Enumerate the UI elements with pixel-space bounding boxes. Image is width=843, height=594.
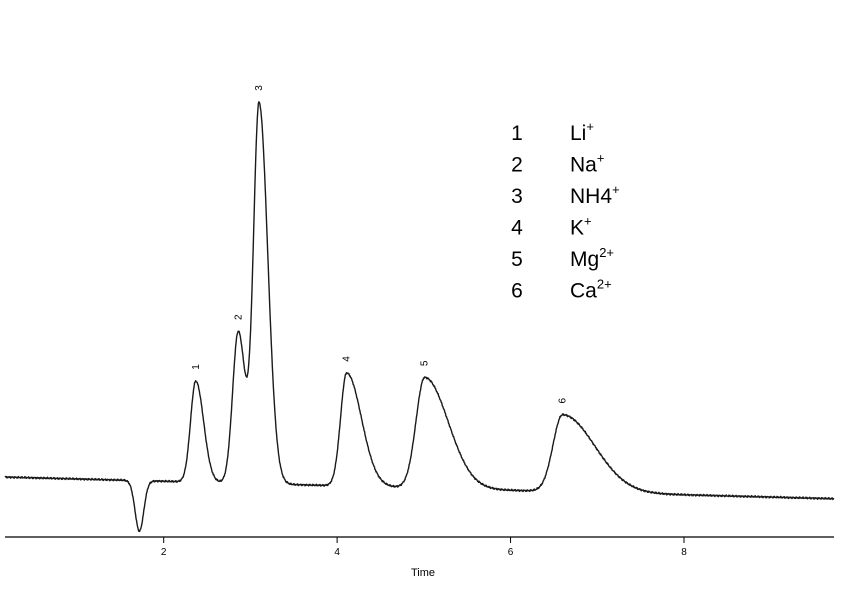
legend-ion: Li+ (570, 119, 594, 145)
legend-ion-symbol: K (570, 217, 584, 240)
x-tick-label: 4 (334, 547, 340, 558)
legend-number: 4 (511, 217, 523, 240)
legend-number: 6 (511, 280, 523, 303)
legend-ion-symbol: Ca (570, 280, 597, 303)
x-tick-label: 8 (681, 547, 687, 558)
x-tick-label: 6 (508, 547, 514, 558)
peak-label: 4 (342, 356, 353, 362)
x-axis-title: Time (411, 567, 435, 579)
legend-ion-symbol: Mg (570, 248, 599, 271)
plot-area (4, 101, 835, 533)
chromatogram-trace (4, 101, 835, 533)
legend-number: 1 (511, 122, 523, 145)
legend-ion-symbol: NH4 (570, 185, 612, 208)
x-axis-ticks: 2 4 6 8 (161, 537, 687, 558)
x-tick-label: 2 (161, 547, 167, 558)
legend-ion-charge: + (586, 119, 594, 134)
peak-labels: 1 2 3 4 5 6 (191, 85, 569, 404)
peak-label: 5 (420, 360, 431, 366)
legend-number: 5 (511, 248, 523, 271)
legend-number: 2 (511, 154, 523, 177)
legend-ion: NH4+ (570, 182, 620, 208)
legend-number: 3 (511, 185, 523, 208)
legend-ion-charge: 2+ (599, 245, 614, 260)
peak-label: 3 (254, 85, 265, 91)
legend-ion: K+ (570, 214, 592, 240)
legend-ion-charge: + (584, 214, 592, 229)
legend-ion-charge: + (597, 151, 605, 166)
legend-ion-charge: + (612, 182, 620, 197)
legend-ion: Na+ (570, 151, 604, 177)
peak-label: 1 (191, 364, 202, 370)
ion-legend: 1 Li+2 Na+3 NH4+4 K+5 Mg2+6 Ca2+ (511, 119, 619, 303)
legend-ion-charge: 2+ (597, 277, 612, 292)
legend-ion: Ca2+ (570, 277, 612, 303)
peak-label: 6 (558, 397, 569, 403)
legend-ion: Mg2+ (570, 245, 614, 271)
legend-ion-symbol: Na (570, 154, 597, 177)
legend-ion-symbol: Li (570, 122, 586, 145)
peak-label: 2 (233, 314, 244, 320)
